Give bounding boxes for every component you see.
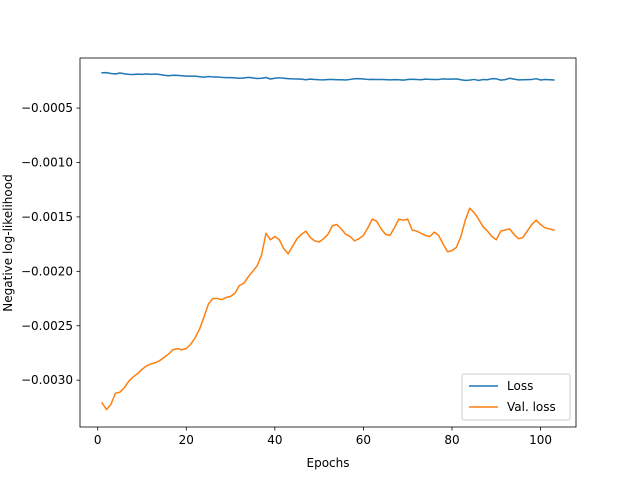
series-line-loss — [101, 71, 555, 82]
y-tick-label: −0.0010 — [21, 155, 73, 169]
y-tick-label: −0.0015 — [21, 210, 73, 224]
y-tick-label: −0.0030 — [21, 373, 73, 387]
y-axis-label: Negative log-likelihood — [1, 174, 15, 311]
x-tick-label: 20 — [179, 433, 194, 447]
x-tick-label: 40 — [267, 433, 282, 447]
series-layer — [101, 71, 555, 411]
y-tick-label: −0.0005 — [21, 101, 73, 115]
series-line-val-loss — [101, 207, 555, 411]
x-tick-label: 80 — [444, 433, 459, 447]
x-tick-label: 60 — [356, 433, 371, 447]
legend: Loss Val. loss — [461, 373, 571, 421]
x-tick-label: 100 — [529, 433, 552, 447]
x-axis-label: Epochs — [307, 456, 350, 470]
legend-label-loss: Loss — [507, 379, 533, 393]
axes-layer — [79, 57, 577, 428]
ticks-layer: 0 20 40 60 80 100 −0.0005 −0.0010 −0.0015 −0.0020… — [21, 101, 552, 447]
plot-frame — [79, 57, 577, 428]
plot-area — [80, 58, 576, 427]
y-tick-label: −0.0020 — [21, 264, 73, 278]
x-tick-label: 0 — [94, 433, 102, 447]
legend-label-val-loss: Val. loss — [507, 400, 556, 414]
y-tick-label: −0.0025 — [21, 319, 73, 333]
